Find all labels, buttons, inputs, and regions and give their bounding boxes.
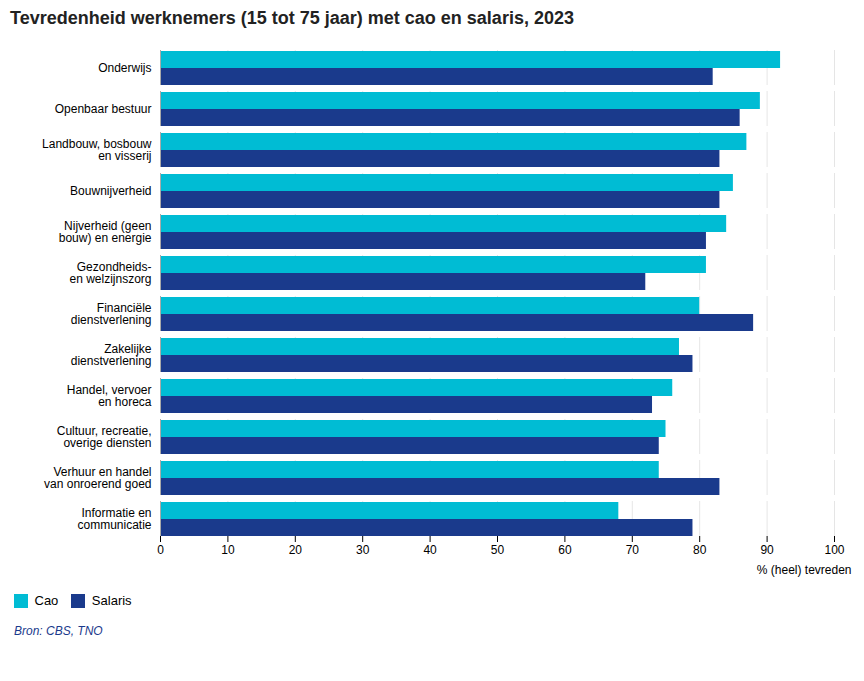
svg-text:30: 30: [356, 543, 370, 557]
html-text:Tevredenheid werknemers (15 to: Tevredenheid werknemers (15 tot 75 jaar)…: [10, 8, 574, 28]
svg-text:Gezondheids-en welzijnszorg: Gezondheids-en welzijnszorg: [69, 260, 151, 286]
svg-text:60: 60: [558, 543, 572, 557]
svg-text:Bouwnijverheid: Bouwnijverheid: [70, 184, 151, 198]
svg-text:90: 90: [760, 543, 774, 557]
html-text:Salaris: Salaris: [91, 593, 132, 608]
svg-text:Cultuur, recreatie,overige die: Cultuur, recreatie,overige diensten: [57, 424, 152, 450]
svg-text:Onderwijs: Onderwijs: [98, 61, 151, 75]
svg-text:Verhuur en handelvan onroerend: Verhuur en handelvan onroerend goed: [44, 465, 151, 491]
svg-text:Handel, vervoeren horeca: Handel, vervoeren horeca: [67, 383, 152, 409]
svg-text:100: 100: [824, 543, 844, 557]
svg-text:40: 40: [423, 543, 437, 557]
svg-text:Informatie encommunicatie: Informatie encommunicatie: [77, 506, 151, 532]
svg-text:50: 50: [491, 543, 505, 557]
svg-text:0: 0: [157, 543, 164, 557]
svg-text:70: 70: [626, 543, 640, 557]
html-text:Cao: Cao: [34, 593, 59, 608]
svg-text:Landbouw, bosbouwen visserij: Landbouw, bosbouwen visserij: [42, 137, 152, 163]
svg-text:% (heel) tevreden: % (heel) tevreden: [757, 563, 852, 577]
svg-text:Financiëledienstverlening: Financiëledienstverlening: [71, 301, 152, 327]
svg-text:Zakelijkedienstverlening: Zakelijkedienstverlening: [71, 342, 152, 368]
svg-text:10: 10: [221, 543, 235, 557]
svg-text:Nijverheid (geenbouw) en energ: Nijverheid (geenbouw) en energie: [59, 219, 152, 245]
html-text:Bron: CBS, TNO: Bron: CBS, TNO: [14, 623, 103, 638]
svg-text:80: 80: [693, 543, 707, 557]
svg-text:Openbaar bestuur: Openbaar bestuur: [55, 102, 152, 116]
svg-text:20: 20: [289, 543, 303, 557]
